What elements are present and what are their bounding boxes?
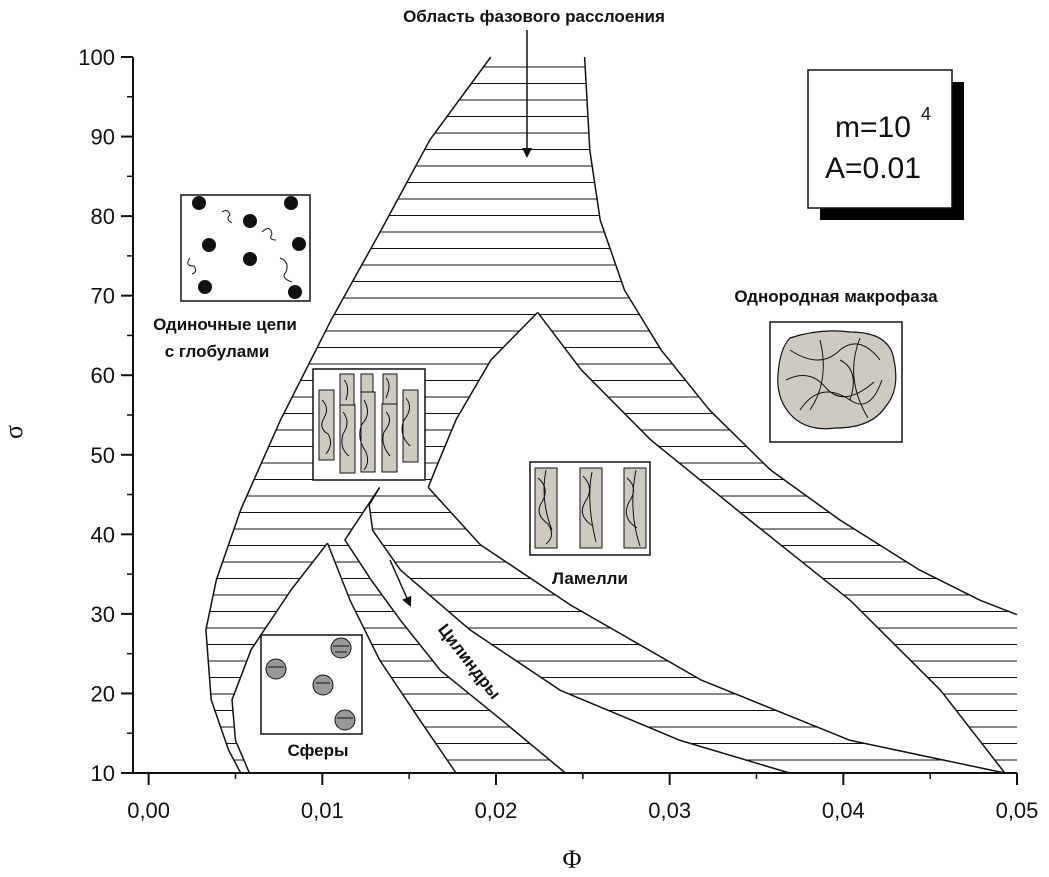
y-tick-label: 80 — [91, 204, 115, 229]
annotation: Ламелли — [552, 569, 628, 588]
y-tick-label: 50 — [91, 443, 115, 468]
inset-spheres — [261, 635, 362, 734]
annotation: с глобулами — [165, 342, 270, 361]
y-tick-label: 70 — [91, 284, 115, 309]
annotation: Однородная макрофаза — [734, 287, 938, 306]
y-tick-label: 30 — [91, 602, 115, 627]
annotation: Одиночные цепи — [153, 315, 297, 334]
x-tick-label: 0,00 — [127, 798, 170, 823]
y-tick-label: 60 — [91, 363, 115, 388]
parameter: A=0.01 — [825, 152, 921, 185]
y-tick-label: 100 — [78, 45, 115, 70]
parameter-superscript: 4 — [921, 104, 931, 124]
y-tick-label: 10 — [91, 761, 115, 786]
inset-cylinders — [313, 369, 425, 480]
y-tick-label: 90 — [91, 125, 115, 150]
annotation: Сферы — [287, 741, 348, 760]
inset-globules — [181, 195, 310, 301]
x-tick-label: 0,02 — [475, 798, 518, 823]
inset-macrophase — [770, 322, 902, 442]
y-axis-label: σ — [0, 425, 28, 439]
inset-lamellae — [530, 462, 650, 555]
chart: m=10 4 A=0.01 Φ σ 10 20 30 40 50 60 70 80 90 100 0… — [0, 0, 1049, 877]
x-tick-label: 0,05 — [996, 798, 1039, 823]
y-tick-label: 20 — [91, 681, 115, 706]
y-tick-label: 40 — [91, 522, 115, 547]
x-tick-label: 0,04 — [822, 798, 865, 823]
annotation: Область фазового расслоения — [403, 7, 665, 26]
x-axis-label: Φ — [562, 845, 581, 874]
x-tick-label: 0,03 — [648, 798, 691, 823]
parameter: m=10 — [835, 111, 911, 144]
parameter-box: m=10 4 A=0.01 — [808, 70, 964, 220]
x-tick-label: 0,01 — [301, 798, 344, 823]
